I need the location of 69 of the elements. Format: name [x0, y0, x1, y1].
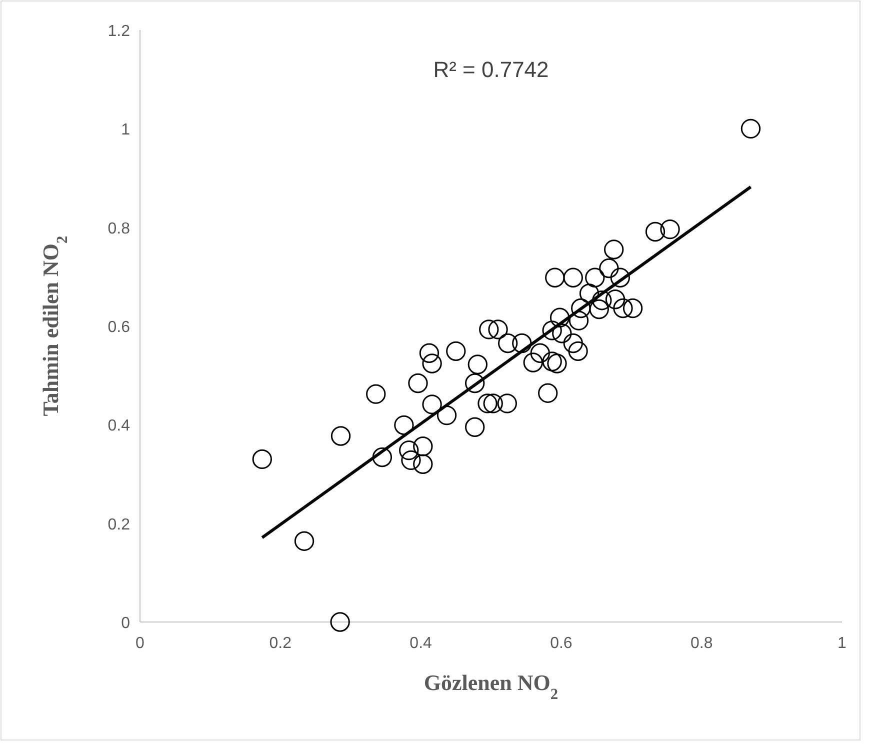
point — [436, 405, 457, 426]
point — [542, 352, 562, 372]
y-tick-label: 1 — [121, 122, 130, 139]
point — [394, 415, 414, 435]
x-axis-title: Gözlenen NO$_{2}$ — [424, 670, 558, 702]
y-tick-label: 1.2 — [108, 23, 130, 40]
point — [488, 320, 508, 340]
point — [465, 417, 485, 437]
point — [571, 298, 591, 318]
point — [550, 308, 570, 328]
point — [604, 240, 624, 260]
point — [547, 354, 567, 374]
point — [542, 320, 562, 340]
y-tick-label: 0 — [121, 615, 130, 632]
point — [401, 450, 421, 470]
point — [563, 333, 583, 354]
point — [568, 310, 589, 330]
point — [512, 333, 532, 354]
x-tick-label: 0 — [136, 635, 145, 652]
x-tick-label: 1 — [838, 635, 847, 652]
point — [613, 298, 633, 318]
x-tick-label: 0.8 — [690, 635, 713, 652]
point — [545, 268, 565, 288]
point — [563, 268, 583, 288]
point — [523, 352, 543, 372]
x-tick-label: 0.2 — [269, 635, 292, 652]
point — [599, 258, 619, 278]
point — [660, 219, 680, 240]
y-tick-label: 0.2 — [108, 516, 130, 534]
point — [610, 268, 630, 288]
point — [552, 324, 572, 344]
point — [465, 373, 485, 394]
point — [498, 333, 518, 354]
point — [330, 426, 351, 446]
x-tick-label: 0.6 — [550, 635, 572, 652]
point — [468, 354, 488, 374]
point — [585, 268, 605, 288]
point — [399, 440, 419, 460]
point — [622, 298, 643, 318]
point — [538, 383, 558, 403]
point — [413, 454, 433, 474]
point — [408, 373, 428, 394]
point — [422, 394, 442, 414]
point — [645, 222, 666, 242]
point — [579, 284, 600, 304]
point — [419, 343, 440, 363]
point — [478, 394, 498, 414]
annotation: R² = 0.7742 — [433, 57, 549, 82]
point — [592, 290, 612, 310]
point — [366, 384, 386, 404]
point — [740, 118, 761, 138]
y-tick-label: 0.8 — [108, 220, 130, 238]
point — [422, 354, 442, 374]
x-tick-label: 0.4 — [410, 635, 432, 652]
point — [413, 436, 433, 456]
point — [530, 343, 550, 363]
point — [483, 394, 503, 414]
y-tick-label: 0.6 — [108, 319, 130, 336]
y-tick-label: 0.4 — [108, 418, 130, 435]
point — [372, 447, 392, 468]
point — [479, 320, 499, 340]
point — [605, 290, 626, 310]
point — [252, 449, 272, 470]
point — [568, 341, 588, 361]
point — [330, 612, 350, 632]
point — [589, 299, 609, 320]
point — [294, 531, 314, 551]
point — [446, 341, 466, 361]
point — [497, 394, 517, 414]
